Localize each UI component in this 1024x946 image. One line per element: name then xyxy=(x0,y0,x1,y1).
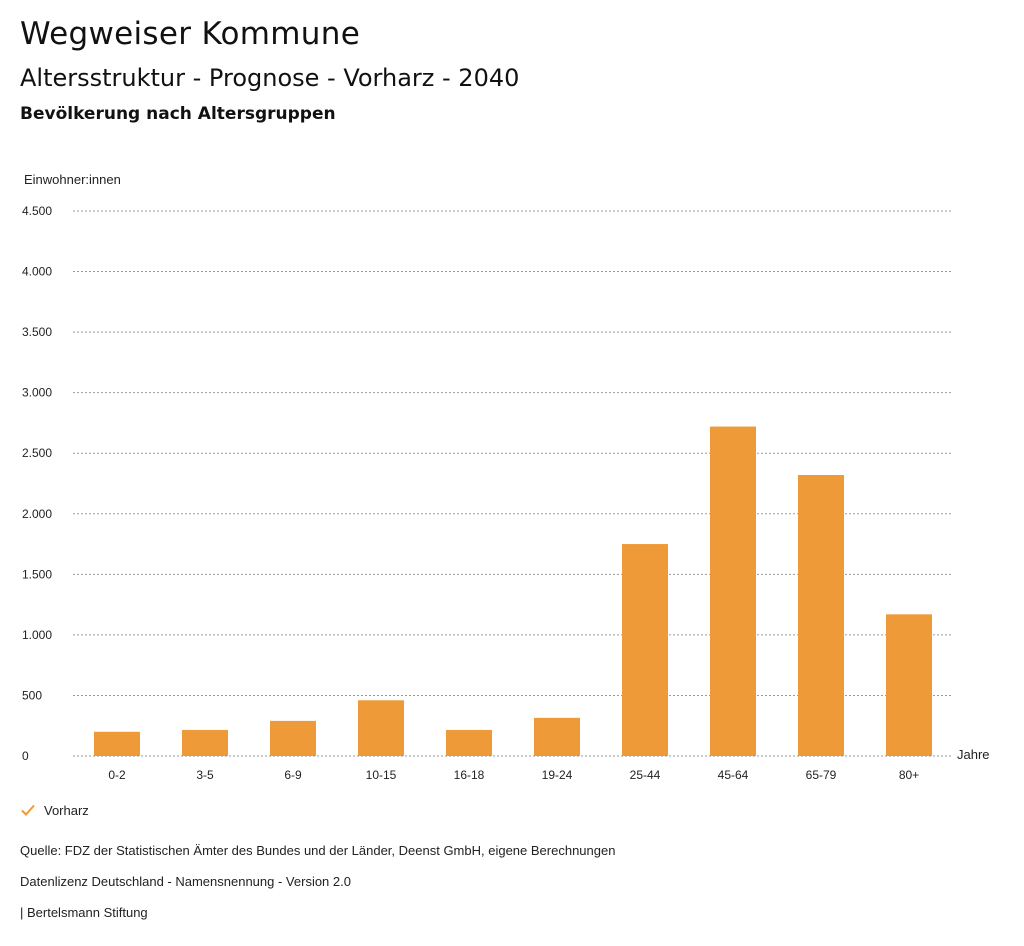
check-icon xyxy=(21,804,35,816)
bar xyxy=(182,729,228,756)
y-tick-label: 4.000 xyxy=(22,265,52,279)
bar xyxy=(94,731,140,756)
y-tick-label: 2.500 xyxy=(22,446,52,460)
bar xyxy=(710,426,756,756)
bar xyxy=(446,729,492,756)
bar-chart: Einwohner:innen 0 500 1.000 1.500 2.000 2.500 3… xyxy=(22,172,990,782)
y-tick-label: 4.500 xyxy=(22,204,52,218)
bar xyxy=(358,700,404,756)
x-tick-label: 3-5 xyxy=(196,768,214,782)
x-tick-label: 65-79 xyxy=(806,768,837,782)
y-axis-label: Einwohner:innen xyxy=(24,172,121,187)
publisher-note: | Bertelsmann Stiftung xyxy=(20,905,148,920)
bar xyxy=(798,475,844,756)
y-tick-label: 0 xyxy=(22,749,29,763)
x-tick-label: 0-2 xyxy=(108,768,126,782)
legend-label: Vorharz xyxy=(44,802,89,818)
x-tick-label: 6-9 xyxy=(284,768,302,782)
page-subtitle: Altersstruktur - Prognose - Vorharz - 20… xyxy=(20,64,520,92)
y-tick-label: 1.000 xyxy=(22,628,52,642)
x-tick-label: 80+ xyxy=(899,768,919,782)
x-tick-label: 45-64 xyxy=(718,768,749,782)
bar xyxy=(886,614,932,756)
page-title: Wegweiser Kommune xyxy=(20,16,361,52)
y-tick-label: 3.500 xyxy=(22,325,52,339)
source-note: Quelle: FDZ der Statistischen Ämter des … xyxy=(20,843,616,858)
x-tick-label: 16-18 xyxy=(454,768,485,782)
x-tick-label: 10-15 xyxy=(366,768,397,782)
legend-item-vorharz[interactable]: Vorharz xyxy=(20,802,89,818)
chart-title: Bevölkerung nach Altersgruppen xyxy=(20,104,336,124)
y-tick-label: 500 xyxy=(22,688,42,702)
y-tick-label: 1.500 xyxy=(22,567,52,581)
y-tick-label: 2.000 xyxy=(22,507,52,521)
y-tick-label: 3.000 xyxy=(22,386,52,400)
license-note: Datenlizenz Deutschland - Namensnennung … xyxy=(20,874,351,889)
x-tick-label: 19-24 xyxy=(542,768,573,782)
bar xyxy=(534,717,580,756)
bar xyxy=(270,720,316,756)
x-tick-label: 25-44 xyxy=(630,768,661,782)
x-axis-label: Jahre xyxy=(957,747,990,762)
bar xyxy=(622,544,668,756)
